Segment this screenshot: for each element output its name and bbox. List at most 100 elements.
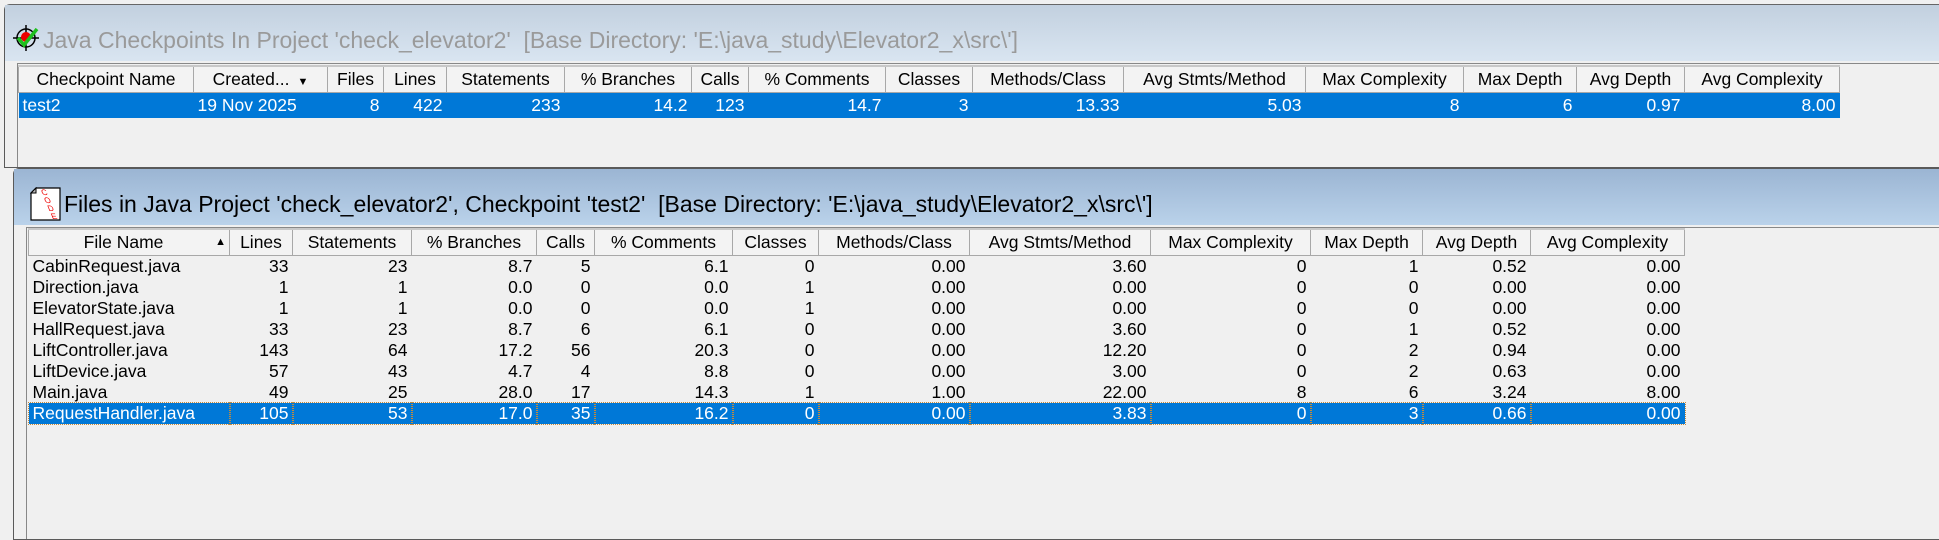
column-header-label: Methods/Class xyxy=(990,69,1106,89)
column-header-max-complexity[interactable]: Max Complexity xyxy=(1150,228,1311,256)
cell-avg-depth: 0.94 xyxy=(1492,340,1527,360)
column-header-methods-class[interactable]: Methods/Class xyxy=(972,65,1124,93)
column-header-avg-depth[interactable]: Avg Depth xyxy=(1576,65,1685,93)
column-header-label: % Comments xyxy=(610,232,717,252)
column-header-avg-complexity[interactable]: Avg Complexity xyxy=(1684,65,1840,93)
cell-avg-depth: 0.97 xyxy=(1576,92,1685,118)
code-file-icon: CODE xyxy=(29,186,62,221)
cell-avg-stmts-method: 3.60 xyxy=(1112,256,1147,276)
column-header-label: Max Complexity xyxy=(1168,232,1293,252)
cell-comments: 20.3 xyxy=(694,340,729,360)
cell-max-complexity: 8 xyxy=(1296,382,1307,402)
cell-avg-depth: 0.00 xyxy=(1492,298,1527,318)
cell-avg-stmts-method: 22.00 xyxy=(1102,382,1147,402)
cell-avg-complexity: 8.00 xyxy=(1684,92,1840,118)
code-file-icon-shape xyxy=(29,186,61,221)
files-table[interactable]: File Name ▲ Lines Statements % Branches Calls… xyxy=(27,228,1686,425)
cell-statements: 233 xyxy=(446,92,565,118)
cell-max-complexity: 0 xyxy=(1296,340,1307,360)
cell-avg-complexity: 0.00 xyxy=(1646,277,1681,297)
column-header-methods-class[interactable]: Methods/Class xyxy=(818,228,970,256)
column-header-lines[interactable]: Lines xyxy=(383,65,447,93)
column-header-created[interactable]: Created... ▼ xyxy=(193,65,328,93)
column-header-max-depth[interactable]: Max Depth xyxy=(1463,65,1577,93)
cell-classes: 1 xyxy=(804,298,815,318)
table-row[interactable]: ElevatorState.java 1 1 0.0 0 0.0 1 0.00 0.00 0 0 0.… xyxy=(29,298,1685,319)
column-header-file-name[interactable]: File Name ▲ xyxy=(28,228,230,256)
cell-max-depth: 1 xyxy=(1408,256,1419,276)
column-header-comments[interactable]: % Comments xyxy=(594,228,733,256)
cell-statements: 25 xyxy=(388,382,408,402)
checkpoints-titlebar[interactable]: Java Checkpoints In Project 'check_eleva… xyxy=(5,5,1939,61)
sort-descending-icon[interactable]: ▼ xyxy=(297,76,309,88)
table-row[interactable]: HallRequest.java 33 23 8.7 6 6.1 0 0.00 3.60 0 1 0.… xyxy=(29,319,1685,340)
cell-file-name: LiftController.java xyxy=(32,340,168,360)
cell-calls: 0 xyxy=(580,277,591,297)
column-header-files[interactable]: Files xyxy=(327,65,384,93)
column-header-checkpoint-name[interactable]: Checkpoint Name xyxy=(18,65,194,93)
column-header-label: Files xyxy=(337,69,374,89)
cell-max-complexity: 0 xyxy=(1296,298,1307,318)
column-header-label: Calls xyxy=(700,69,740,89)
column-header-label: Avg Depth xyxy=(1589,69,1672,89)
files-table-area[interactable]: File Name ▲ Lines Statements % Branches Calls… xyxy=(26,227,1939,539)
cell-file-name: ElevatorState.java xyxy=(32,298,175,318)
cell-branches: 17.0 xyxy=(410,402,538,425)
sort-ascending-icon[interactable]: ▲ xyxy=(215,236,226,248)
column-header-calls[interactable]: Calls xyxy=(536,228,595,256)
column-header-avg-stmts-method[interactable]: Avg Stmts/Method xyxy=(1123,65,1306,93)
cell-avg-complexity: 0.00 xyxy=(1529,402,1686,425)
column-header-classes[interactable]: Classes xyxy=(885,65,973,93)
column-header-avg-complexity[interactable]: Avg Complexity xyxy=(1530,228,1685,256)
column-header-label: Max Complexity xyxy=(1322,69,1447,89)
column-header-avg-stmts-method[interactable]: Avg Stmts/Method xyxy=(969,228,1151,256)
cell-lines: 1 xyxy=(278,277,289,297)
cell-lines: 49 xyxy=(269,382,289,402)
table-row[interactable]: LiftController.java 143 64 17.2 56 20.3 0 0.00 1… xyxy=(29,340,1685,361)
cell-statements: 23 xyxy=(388,319,408,339)
files-titlebar[interactable]: CODE Files in Java Project 'check_elevat… xyxy=(14,169,1939,225)
cell-comments: 8.8 xyxy=(704,361,729,381)
cell-comments: 16.2 xyxy=(593,402,734,425)
cell-calls: 35 xyxy=(535,402,596,425)
cell-avg-depth: 3.24 xyxy=(1492,382,1527,402)
column-header-classes[interactable]: Classes xyxy=(732,228,819,256)
cell-calls: 4 xyxy=(580,361,591,381)
column-header-statements[interactable]: Statements xyxy=(292,228,412,256)
table-row[interactable]: Direction.java 1 1 0.0 0 0.0 1 0.00 0.00 0 0 0.00 0.… xyxy=(29,277,1685,298)
cell-file-name: CabinRequest.java xyxy=(32,256,181,276)
cell-avg-stmts-method: 3.60 xyxy=(1112,319,1147,339)
header-row: Checkpoint Name Created... ▼ Files Lines Stat… xyxy=(18,65,1840,93)
table-row[interactable]: RequestHandler.java 105 53 17.0 35 16.2 0 0.00 3… xyxy=(27,402,1686,425)
cell-avg-complexity: 0.00 xyxy=(1646,361,1681,381)
cell-checkpoint-name: test2 xyxy=(18,92,194,118)
column-header-statements[interactable]: Statements xyxy=(446,65,565,93)
column-header-calls[interactable]: Calls xyxy=(691,65,749,93)
column-header-branches[interactable]: % Branches xyxy=(411,228,537,256)
column-header-max-depth[interactable]: Max Depth xyxy=(1310,228,1423,256)
cell-files: 8 xyxy=(327,92,384,118)
column-header-max-complexity[interactable]: Max Complexity xyxy=(1305,65,1464,93)
cell-branches: 0.0 xyxy=(508,298,533,318)
column-header-label: File Name xyxy=(83,232,164,252)
cell-calls: 5 xyxy=(580,256,591,276)
checkpoints-table[interactable]: Checkpoint Name Created... ▼ Files Lines Stat… xyxy=(18,65,1840,118)
cell-classes: 1 xyxy=(804,277,815,297)
column-header-lines[interactable]: Lines xyxy=(229,228,293,256)
column-header-avg-depth[interactable]: Avg Depth xyxy=(1422,228,1531,256)
table-row[interactable]: CabinRequest.java 33 23 8.7 5 6.1 0 0.00 3.60 0 1 0… xyxy=(29,256,1685,278)
cell-max-depth: 0 xyxy=(1408,277,1419,297)
table-row[interactable]: Main.java 49 25 28.0 17 14.3 1 1.00 22.00 8 6 3.24 8… xyxy=(29,382,1685,403)
table-row[interactable]: test2 19 Nov 2025 8 422 233 14.2 123 14.7 3 13.33… xyxy=(18,92,1840,118)
cell-avg-complexity: 0.00 xyxy=(1646,319,1681,339)
table-row[interactable]: LiftDevice.java 57 43 4.7 4 8.8 0 0.00 3.00 0 2 0.6… xyxy=(29,361,1685,382)
column-header-comments[interactable]: % Comments xyxy=(748,65,886,93)
cell-classes: 1 xyxy=(804,382,815,402)
column-header-branches[interactable]: % Branches xyxy=(564,65,692,93)
checkpoints-table-area[interactable]: Checkpoint Name Created... ▼ Files Lines Stat… xyxy=(17,63,1939,167)
cell-max-depth: 1 xyxy=(1408,319,1419,339)
cell-file-name: LiftDevice.java xyxy=(32,361,147,381)
cell-methods-class: 0.00 xyxy=(931,277,966,297)
cell-avg-depth: 0.52 xyxy=(1492,256,1527,276)
column-header-label: Lines xyxy=(394,69,436,89)
